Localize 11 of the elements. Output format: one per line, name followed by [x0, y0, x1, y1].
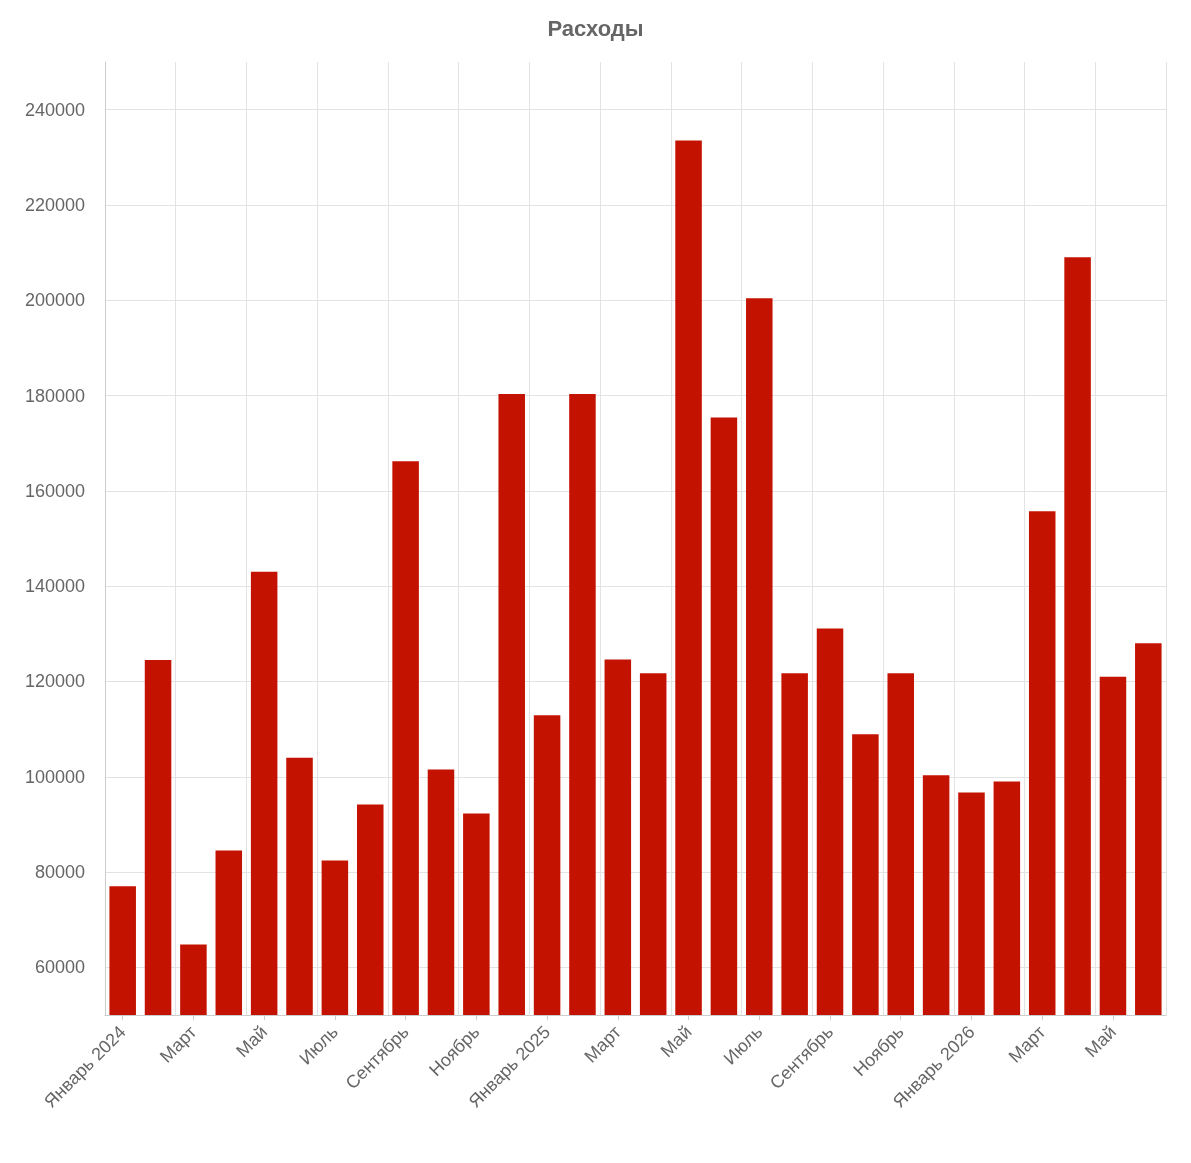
y-tick-label: 160000	[24, 480, 85, 501]
y-tick-label: 240000	[24, 99, 85, 120]
y-tick-label: 80000	[34, 862, 85, 883]
y-tick-label: 140000	[24, 576, 85, 597]
y-tick-label: 180000	[24, 385, 85, 406]
y-tick-label: 200000	[24, 290, 85, 311]
y-tick-label: 60000	[34, 957, 85, 978]
chart-title: Расходы	[547, 15, 644, 41]
y-tick-label: 100000	[24, 766, 85, 787]
y-tick-label: 120000	[24, 671, 85, 692]
y-tick-label: 220000	[24, 194, 85, 215]
